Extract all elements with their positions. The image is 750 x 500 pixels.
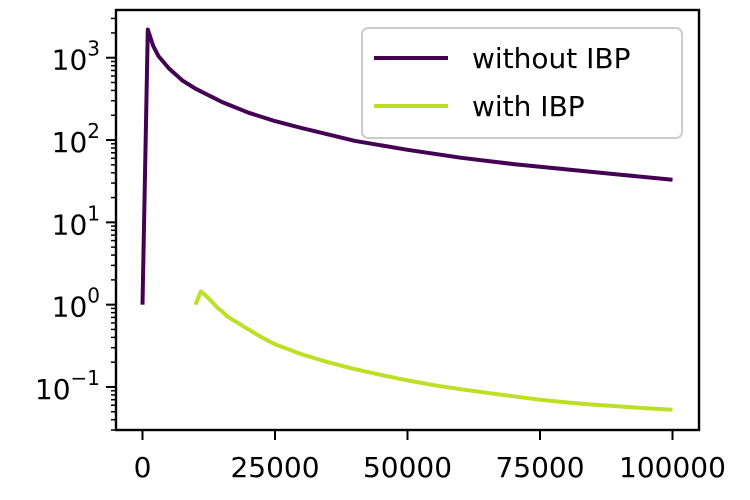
x-tick-label: 25000 [230,451,319,484]
y-tick-label: 101 [52,201,100,241]
legend-label-with-ibp: with IBP [472,90,585,123]
legend: without IBP with IBP [361,27,683,139]
y-axis: 10−1 100 101 102 103 [35,17,116,431]
x-axis: 0 25000 50000 75000 100000 [134,430,726,484]
y-tick-label: 10−1 [35,366,100,406]
x-tick-label: 0 [134,451,152,484]
x-tick-label: 100000 [619,451,726,484]
y-tick-label: 103 [52,37,100,77]
legend-box [361,27,683,139]
y-tick-label: 100 [52,284,100,324]
x-tick-label: 75000 [495,451,584,484]
series-layer [140,27,673,412]
x-tick-label: 50000 [363,451,452,484]
series-line-1 [193,289,673,412]
legend-label-without-ibp: without IBP [472,42,631,75]
y-tick-label: 102 [52,119,100,159]
series-line-0 [140,27,673,305]
